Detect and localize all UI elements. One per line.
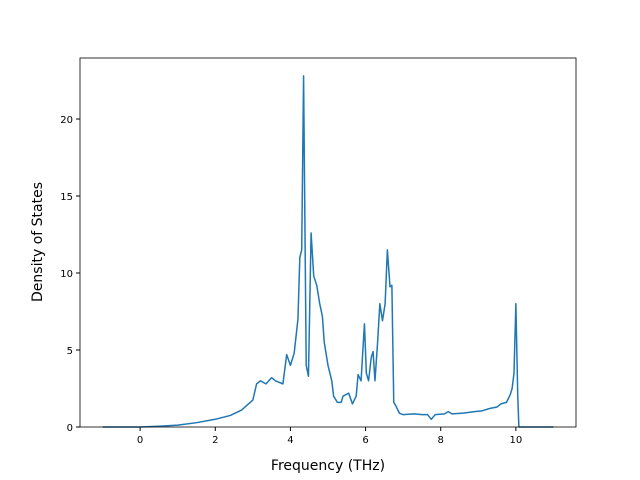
x-axis-label: Frequency (THz) — [271, 458, 385, 474]
x-tick-label: 6 — [362, 435, 368, 446]
y-tick-label: 20 — [60, 115, 73, 126]
plot-frame — [79, 57, 577, 428]
x-tick-label: 4 — [287, 435, 293, 446]
y-tick-label: 5 — [67, 346, 73, 357]
x-tick-label: 2 — [212, 435, 218, 446]
y-tick-label: 15 — [60, 192, 73, 203]
y-tick-label: 10 — [60, 269, 73, 280]
series-line — [102, 75, 554, 428]
y-tick-label: 0 — [67, 423, 73, 434]
y-axis-label: Density of States — [30, 182, 46, 302]
x-tick-label: 0 — [137, 435, 143, 446]
x-tick-label: 10 — [510, 435, 523, 446]
x-tick-label: 8 — [438, 435, 444, 446]
